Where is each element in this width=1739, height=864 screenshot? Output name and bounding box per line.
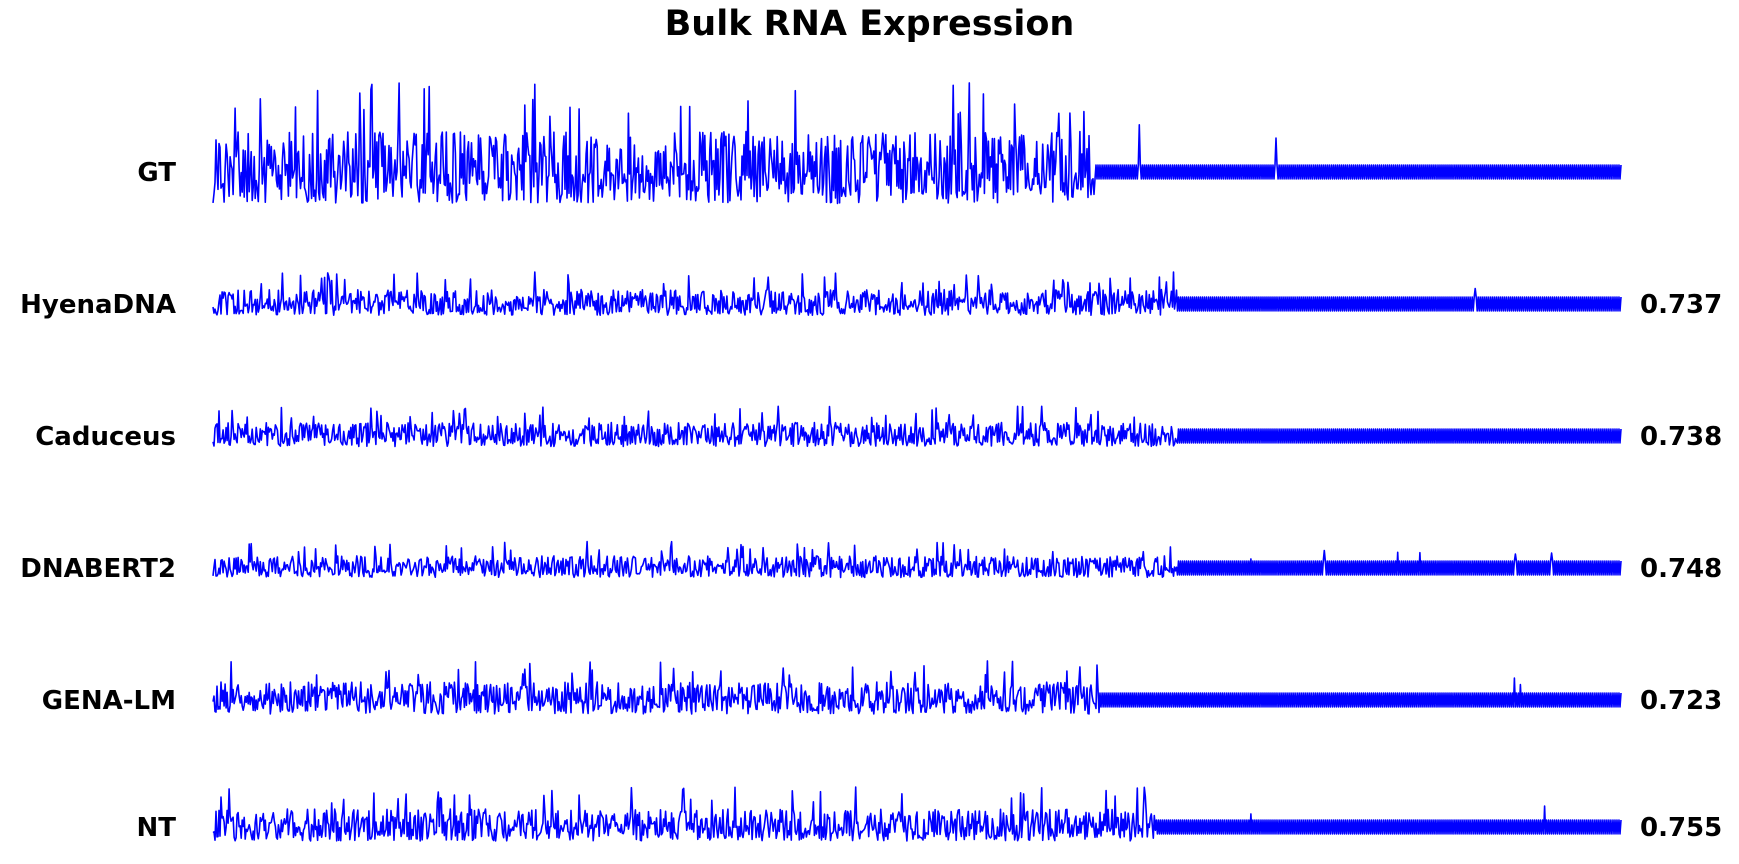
- track-label: GENA-LM: [42, 686, 176, 716]
- track-score: 0.723: [1640, 686, 1722, 716]
- track-gt: GT: [137, 82, 1622, 205]
- track-nt: NT 0.755: [137, 786, 1722, 843]
- signal-line: [212, 540, 1622, 579]
- track-label: NT: [137, 813, 177, 843]
- signal-line: [212, 786, 1622, 842]
- chart-title: Bulk RNA Expression: [664, 4, 1075, 44]
- track-score: 0.755: [1640, 813, 1722, 843]
- track-hyenadna: HyenaDNA 0.737: [20, 271, 1722, 320]
- track-gena-lm: GENA-LM 0.723: [42, 660, 1722, 716]
- track-label: GT: [137, 158, 176, 188]
- track-label: DNABERT2: [20, 554, 176, 584]
- signal-line: [212, 405, 1622, 448]
- track-label: Caduceus: [35, 422, 176, 452]
- track-score: 0.737: [1640, 290, 1722, 320]
- signal-line: [212, 660, 1622, 715]
- track-score: 0.748: [1640, 554, 1722, 584]
- track-label: HyenaDNA: [20, 290, 176, 320]
- track-dnabert2: DNABERT2 0.748: [20, 540, 1722, 584]
- signal-line: [212, 82, 1622, 205]
- track-caduceus: Caduceus 0.738: [35, 405, 1722, 452]
- track-score: 0.738: [1640, 422, 1722, 452]
- signal-line: [212, 271, 1622, 316]
